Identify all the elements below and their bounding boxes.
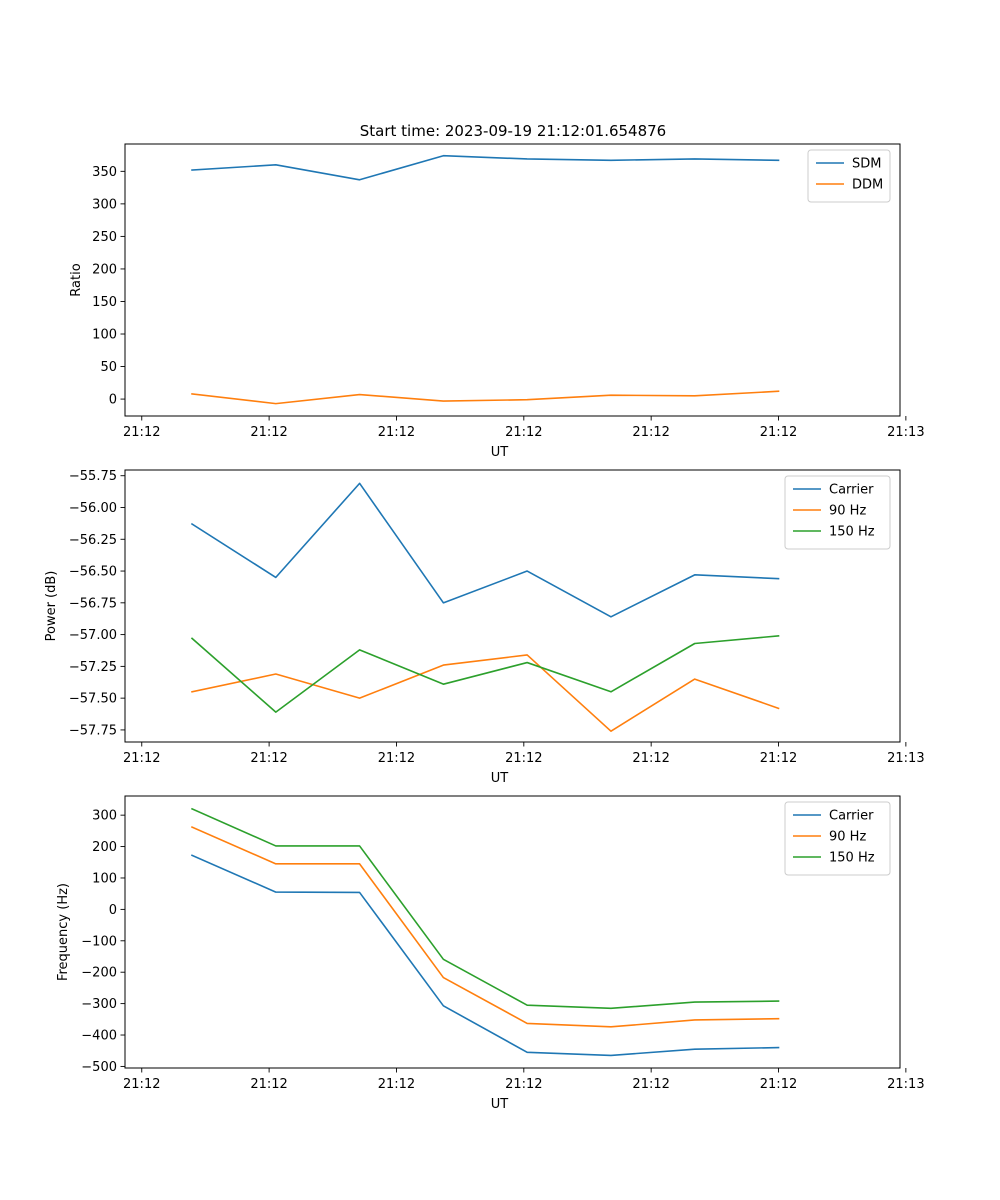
subplot-3: 21:12 21:12 21:12 21:12 21:12 21:12 21:13 −500 −…: [56, 795, 925, 1112]
legend-label: 90 Hz: [829, 504, 866, 519]
x-tick-label: 21:12: [632, 751, 669, 766]
x-tick-label: 21:12: [378, 751, 415, 766]
x-axis-label: UT: [491, 1097, 509, 1112]
x-tick-label: 21:13: [887, 425, 924, 440]
legend-label: 90 Hz: [829, 830, 866, 845]
y-tick-label: 300: [92, 809, 117, 824]
x-tick-label: 21:13: [887, 1077, 924, 1092]
axes-frame: [124, 143, 901, 417]
y-tick-label: −56.50: [69, 565, 117, 580]
series-line-150-hz: [190, 807, 780, 1010]
legend-label: DDM: [852, 178, 883, 193]
axes-frame: [124, 795, 901, 1069]
x-tick-label: 21:12: [123, 425, 160, 440]
y-tick-label: −400: [81, 1029, 117, 1044]
y-tick-label: −500: [81, 1060, 117, 1075]
series-line-90-hz: [190, 826, 780, 1028]
legend-label: Carrier: [829, 483, 874, 498]
series-line-150-hz: [190, 635, 780, 713]
y-tick-label: 150: [92, 295, 117, 310]
y-tick-label: −57.25: [69, 660, 117, 675]
legend-label: Carrier: [829, 809, 874, 824]
series-line-sdm: [191, 154, 780, 181]
x-tick-label: 21:12: [505, 1077, 542, 1092]
y-axis-label: Ratio: [69, 263, 84, 296]
y-tick-label: −57.50: [69, 692, 117, 707]
y-tick-label: 300: [92, 197, 117, 212]
y-tick-label: −100: [81, 934, 117, 949]
series-line-90-hz: [191, 654, 780, 733]
y-tick-label: 0: [109, 903, 117, 918]
y-tick-label: 250: [92, 230, 117, 245]
y-tick-label: −56.25: [69, 533, 117, 548]
x-axis-label: UT: [491, 445, 509, 460]
legend: SDM DDM: [807, 149, 891, 203]
y-tick-label: −55.75: [69, 469, 117, 484]
legend: Carrier 90 Hz 150 Hz: [784, 801, 891, 876]
y-tick-label: 100: [92, 871, 117, 886]
y-tick-label: −300: [81, 997, 117, 1012]
y-tick-label: 200: [92, 262, 117, 277]
y-tick-label: −57.75: [69, 723, 117, 738]
y-tick-label: −56.00: [69, 501, 117, 516]
x-tick-label: 21:12: [250, 751, 287, 766]
x-tick-label: 21:12: [378, 425, 415, 440]
x-tick-label: 21:12: [378, 1077, 415, 1092]
x-tick-label: 21:12: [123, 1077, 160, 1092]
y-tick-label: −200: [81, 966, 117, 981]
x-axis-label: UT: [491, 771, 509, 786]
y-axis-label: Frequency (Hz): [56, 883, 71, 981]
y-tick-label: −56.75: [69, 596, 117, 611]
x-tick-label: 21:12: [505, 425, 542, 440]
series-line-ddm: [191, 390, 780, 405]
series-line-carrier: [190, 854, 780, 1057]
subplots: 21:12 21:12 21:12 21:12 21:12 21:12 21:13 0 50 10…: [44, 143, 925, 1112]
subplot-1: 21:12 21:12 21:12 21:12 21:12 21:12 21:13 0 50 10…: [69, 143, 925, 460]
y-axis-label: Power (dB): [44, 571, 59, 642]
y-tick-label: 100: [92, 328, 117, 343]
x-tick-label: 21:12: [250, 425, 287, 440]
x-tick-label: 21:12: [760, 425, 797, 440]
y-tick-label: 0: [109, 393, 117, 408]
series-line-carrier: [190, 482, 780, 618]
legend: Carrier 90 Hz 150 Hz: [784, 475, 891, 550]
axes-frame: [124, 469, 901, 743]
y-tick-label: 200: [92, 840, 117, 855]
x-tick-label: 21:12: [632, 425, 669, 440]
figure-title: Start time: 2023-09-19 21:12:01.654876: [360, 122, 666, 140]
x-tick-label: 21:12: [760, 751, 797, 766]
x-tick-label: 21:13: [887, 751, 924, 766]
y-tick-label: −57.00: [69, 628, 117, 643]
x-tick-label: 21:12: [632, 1077, 669, 1092]
y-tick-label: 350: [92, 165, 117, 180]
x-tick-label: 21:12: [760, 1077, 797, 1092]
legend-label: 150 Hz: [829, 851, 875, 866]
x-tick-label: 21:12: [505, 751, 542, 766]
x-tick-label: 21:12: [250, 1077, 287, 1092]
subplot-2: 21:12 21:12 21:12 21:12 21:12 21:12 21:13 −57.7…: [44, 469, 925, 786]
y-tick-label: 50: [100, 360, 117, 375]
legend-label: SDM: [852, 157, 881, 172]
legend-label: 150 Hz: [829, 525, 875, 540]
x-tick-label: 21:12: [123, 751, 160, 766]
